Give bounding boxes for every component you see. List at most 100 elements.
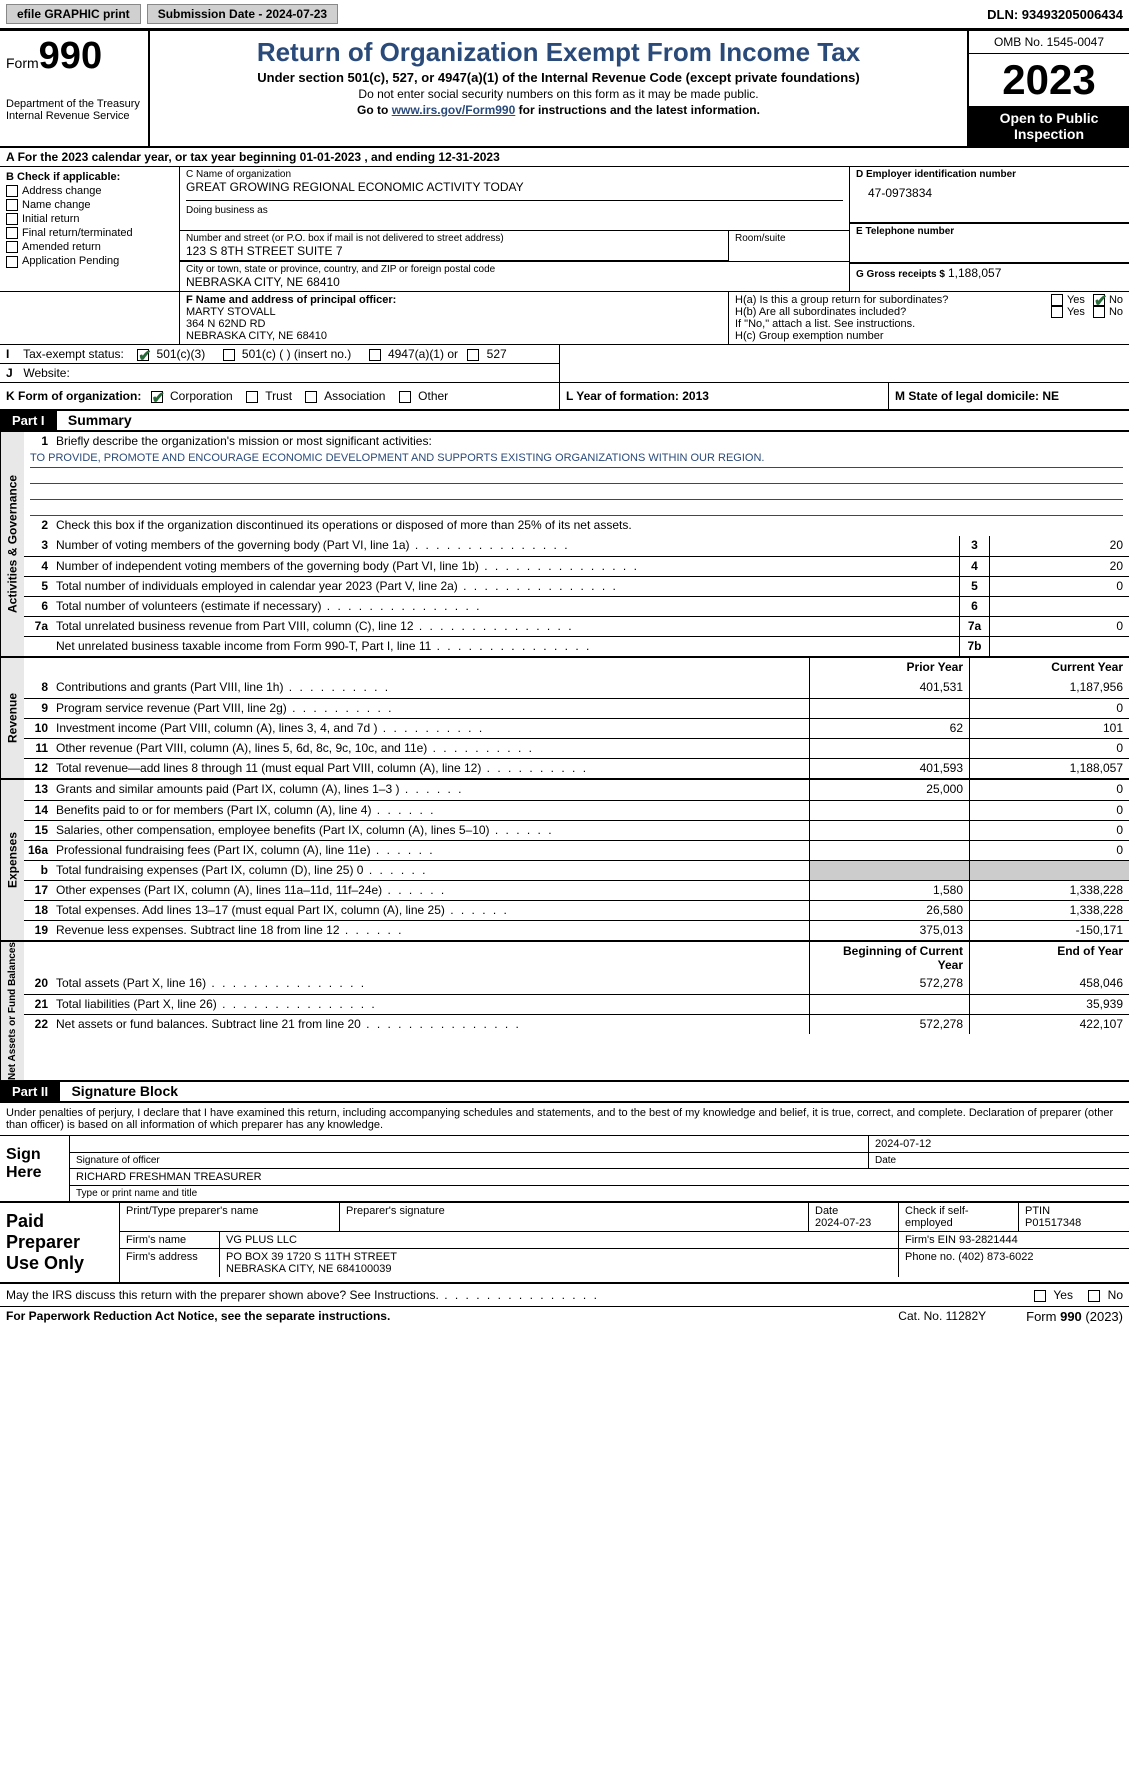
officer-name: MARTY STOVALL — [186, 306, 722, 318]
net-line-21: 21Total liabilities (Part X, line 26)35,… — [24, 994, 1129, 1014]
form-id: Form 990 (2023) — [1026, 1309, 1123, 1324]
rev-line-9: 9Program service revenue (Part VIII, lin… — [24, 698, 1129, 718]
exp-line-17: 17Other expenses (Part IX, column (A), l… — [24, 880, 1129, 900]
hb-note: If "No," attach a list. See instructions… — [735, 318, 1123, 330]
part-ii-header: Part II Signature Block — [0, 1082, 1129, 1103]
pra-notice: For Paperwork Reduction Act Notice, see … — [6, 1309, 858, 1324]
org-name: GREAT GROWING REGIONAL ECONOMIC ACTIVITY… — [186, 180, 843, 194]
line-1-mission: Briefly describe the organization's miss… — [52, 432, 1129, 452]
addr-label: Number and street (or P.O. box if mail i… — [186, 233, 722, 244]
revenue-section: Revenue Prior Year Current Year 8Contrib… — [0, 658, 1129, 780]
exp-line-b: bTotal fundraising expenses (Part IX, co… — [24, 860, 1129, 880]
submission-date: Submission Date - 2024-07-23 — [147, 4, 338, 24]
efile-button[interactable]: efile GRAPHIC print — [6, 4, 141, 24]
org-name-label: C Name of organization — [186, 169, 843, 180]
officer-addr2: NEBRASKA CITY, NE 68410 — [186, 330, 722, 342]
info-block: B Check if applicable: Address change Na… — [0, 167, 1129, 292]
exp-line-19: 19Revenue less expenses. Subtract line 1… — [24, 920, 1129, 940]
subtitle-2: Do not enter social security numbers on … — [158, 87, 959, 101]
col-b-checkboxes: B Check if applicable: Address change Na… — [0, 167, 180, 291]
sig-date-label: Date — [869, 1153, 1129, 1168]
signature-declaration: Under penalties of perjury, I declare th… — [0, 1103, 1129, 1136]
end-year-hdr: End of Year — [969, 942, 1129, 974]
activities-governance-section: Activities & Governance 1 Briefly descri… — [0, 432, 1129, 658]
paid-preparer-label: Paid Preparer Use Only — [0, 1203, 120, 1282]
room-label: Room/suite — [735, 233, 843, 244]
chk-final-return[interactable] — [6, 227, 18, 239]
chk-initial-return[interactable] — [6, 213, 18, 225]
discuss-yes[interactable] — [1034, 1290, 1046, 1302]
net-line-20: 20Total assets (Part X, line 16)572,2784… — [24, 974, 1129, 994]
prep-sig-label: Preparer's signature — [340, 1203, 809, 1231]
current-year-hdr: Current Year — [969, 658, 1129, 678]
row-a-tax-year: A For the 2023 calendar year, or tax yea… — [0, 148, 1129, 167]
col-b-header: B Check if applicable: — [6, 171, 173, 183]
exp-line-18: 18Total expenses. Add lines 13–17 (must … — [24, 900, 1129, 920]
chk-other[interactable] — [399, 391, 411, 403]
chk-4947[interactable] — [369, 349, 381, 361]
gov-line-3: 3Number of voting members of the governi… — [24, 536, 1129, 556]
cat-no: Cat. No. 11282Y — [898, 1309, 986, 1324]
chk-corporation[interactable] — [151, 391, 163, 403]
hb-no[interactable] — [1093, 306, 1105, 318]
top-bar: efile GRAPHIC print Submission Date - 20… — [0, 0, 1129, 29]
prep-self-employed: Check if self-employed — [899, 1203, 1019, 1231]
chk-name-change[interactable] — [6, 199, 18, 211]
subtitle-3: Go to www.irs.gov/Form990 for instructio… — [158, 103, 959, 117]
ein-value: 47-0973834 — [856, 180, 1123, 200]
irs-link[interactable]: www.irs.gov/Form990 — [392, 103, 516, 117]
chk-trust[interactable] — [246, 391, 258, 403]
chk-501c3[interactable] — [137, 349, 149, 361]
sign-here-label: Sign Here — [0, 1136, 70, 1201]
tab-revenue: Revenue — [0, 658, 24, 778]
chk-527[interactable] — [467, 349, 479, 361]
prep-name-label: Print/Type preparer's name — [120, 1203, 340, 1231]
gov-line-4: 4Number of independent voting members of… — [24, 556, 1129, 576]
net-assets-section: Net Assets or Fund Balances Beginning of… — [0, 942, 1129, 1082]
chk-address-change[interactable] — [6, 185, 18, 197]
hb-label: H(b) Are all subordinates included? — [735, 306, 1051, 318]
gov-line-5: 5Total number of individuals employed in… — [24, 576, 1129, 596]
chk-501c[interactable] — [223, 349, 235, 361]
gov-line-7a: 7aTotal unrelated business revenue from … — [24, 616, 1129, 636]
part-i-header: Part I Summary — [0, 411, 1129, 432]
officer-addr1: 364 N 62ND RD — [186, 318, 722, 330]
gov-line-7b: Net unrelated business taxable income fr… — [24, 636, 1129, 656]
tel-label: E Telephone number — [856, 226, 1123, 237]
expenses-section: Expenses 13Grants and similar amounts pa… — [0, 780, 1129, 942]
begin-year-hdr: Beginning of Current Year — [809, 942, 969, 974]
exp-line-16a: 16aProfessional fundraising fees (Part I… — [24, 840, 1129, 860]
discuss-no[interactable] — [1088, 1290, 1100, 1302]
form-header: Form990 Department of the Treasury Inter… — [0, 29, 1129, 148]
exp-line-14: 14Benefits paid to or for members (Part … — [24, 800, 1129, 820]
city-label: City or town, state or province, country… — [186, 264, 843, 275]
hb-yes[interactable] — [1051, 306, 1063, 318]
ha-label: H(a) Is this a group return for subordin… — [735, 294, 1051, 306]
chk-application-pending[interactable] — [6, 256, 18, 268]
prior-year-hdr: Prior Year — [809, 658, 969, 678]
chk-association[interactable] — [305, 391, 317, 403]
year-formation: L Year of formation: 2013 — [566, 389, 709, 403]
exp-line-13: 13Grants and similar amounts paid (Part … — [24, 780, 1129, 800]
ha-yes[interactable] — [1051, 294, 1063, 306]
officer-label: F Name and address of principal officer: — [186, 294, 722, 306]
form-title: Return of Organization Exempt From Incom… — [158, 37, 959, 68]
prep-date: 2024-07-23 — [815, 1217, 871, 1229]
col-c-org-info: C Name of organization GREAT GROWING REG… — [180, 167, 849, 291]
form-label: Form — [6, 55, 39, 71]
name-title-label: Type or print name and title — [70, 1186, 1129, 1201]
discuss-row: May the IRS discuss this return with the… — [0, 1284, 1129, 1307]
gov-line-6: 6Total number of volunteers (estimate if… — [24, 596, 1129, 616]
prep-ptin: P01517348 — [1025, 1217, 1081, 1229]
exp-line-15: 15Salaries, other compensation, employee… — [24, 820, 1129, 840]
ha-no[interactable] — [1093, 294, 1105, 306]
firm-name-label: Firm's name — [120, 1232, 220, 1248]
ein-label: D Employer identification number — [856, 169, 1123, 180]
officer-printed-name: RICHARD FRESHMAN TREASURER — [70, 1169, 1129, 1185]
form-number: 990 — [39, 35, 102, 77]
chk-amended-return[interactable] — [6, 241, 18, 253]
sig-date: 2024-07-12 — [869, 1136, 1129, 1152]
sign-here-block: Sign Here 2024-07-12 Signature of office… — [0, 1136, 1129, 1203]
firm-addr1: PO BOX 39 1720 S 11TH STREET — [226, 1251, 892, 1263]
paid-preparer-block: Paid Preparer Use Only Print/Type prepar… — [0, 1203, 1129, 1284]
